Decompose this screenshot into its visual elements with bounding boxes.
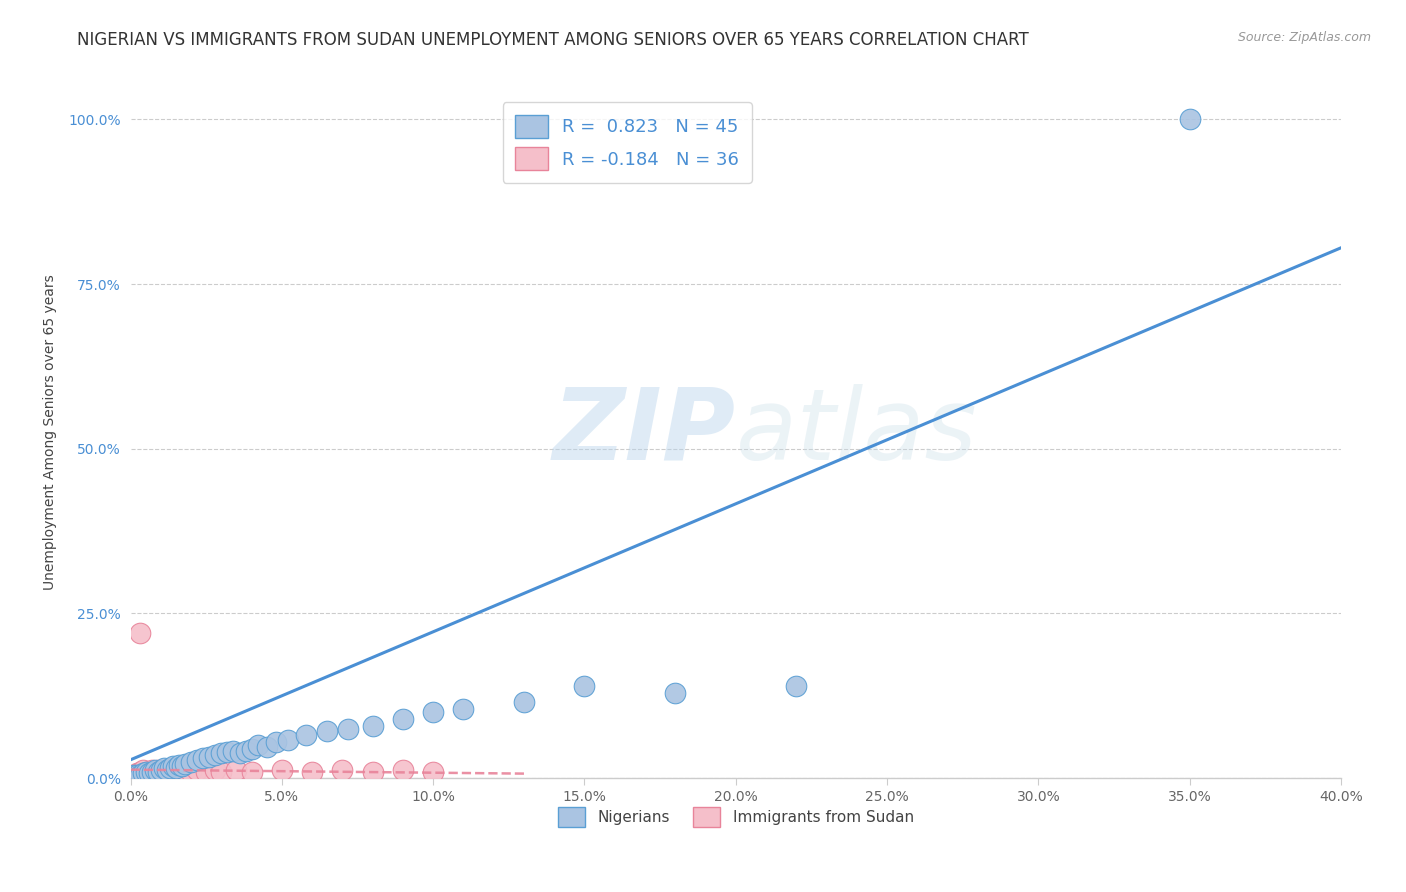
Text: ZIP: ZIP <box>553 384 735 481</box>
Point <box>170 759 193 773</box>
Point <box>135 766 157 780</box>
Point <box>180 755 202 769</box>
Point <box>167 758 190 772</box>
Point <box>174 764 197 778</box>
Y-axis label: Unemployment Among Seniors over 65 years: Unemployment Among Seniors over 65 years <box>44 275 58 591</box>
Point <box>131 766 153 780</box>
Legend: Nigerians, Immigrants from Sudan: Nigerians, Immigrants from Sudan <box>551 801 920 833</box>
Point <box>165 764 187 778</box>
Point <box>240 764 263 779</box>
Point <box>301 764 323 779</box>
Point <box>122 768 145 782</box>
Point <box>513 695 536 709</box>
Point <box>143 764 166 778</box>
Point <box>162 759 184 773</box>
Point <box>235 743 257 757</box>
Point <box>131 766 153 780</box>
Point <box>198 750 221 764</box>
Point <box>138 764 160 779</box>
Point <box>135 764 157 779</box>
Point <box>316 723 339 738</box>
Point <box>1178 112 1201 127</box>
Point <box>186 753 208 767</box>
Text: atlas: atlas <box>735 384 977 481</box>
Point <box>153 764 176 778</box>
Point <box>128 768 150 782</box>
Point <box>125 768 148 782</box>
Point <box>141 766 163 780</box>
Point <box>422 764 444 779</box>
Point <box>222 743 245 757</box>
Point <box>392 712 415 726</box>
Text: Source: ZipAtlas.com: Source: ZipAtlas.com <box>1237 31 1371 45</box>
Point <box>186 764 208 778</box>
Point <box>128 764 150 779</box>
Point <box>361 764 384 779</box>
Point <box>149 764 172 778</box>
Point <box>332 764 354 778</box>
Point <box>228 746 250 760</box>
Point <box>246 739 269 753</box>
Point <box>277 733 299 747</box>
Point <box>156 764 179 779</box>
Point <box>153 761 176 775</box>
Point <box>125 768 148 782</box>
Point <box>270 764 292 778</box>
Point <box>159 764 181 778</box>
Point <box>135 764 157 779</box>
Point <box>193 751 215 765</box>
Point <box>204 764 226 778</box>
Text: NIGERIAN VS IMMIGRANTS FROM SUDAN UNEMPLOYMENT AMONG SENIORS OVER 65 YEARS CORRE: NIGERIAN VS IMMIGRANTS FROM SUDAN UNEMPL… <box>77 31 1029 49</box>
Point <box>167 764 190 779</box>
Point <box>204 748 226 763</box>
Point <box>131 764 153 778</box>
Point <box>217 745 239 759</box>
Point <box>392 764 415 778</box>
Point <box>149 764 172 779</box>
Point <box>225 764 247 778</box>
Point <box>240 741 263 756</box>
Point <box>337 722 360 736</box>
Point <box>143 764 166 779</box>
Point <box>361 718 384 732</box>
Point <box>138 766 160 780</box>
Point <box>256 739 278 754</box>
Point <box>195 764 218 779</box>
Point <box>122 768 145 782</box>
Point <box>785 679 807 693</box>
Point <box>146 764 169 779</box>
Point <box>180 764 202 779</box>
Point <box>141 764 163 778</box>
Point <box>209 764 232 779</box>
Point <box>295 728 318 742</box>
Point <box>128 767 150 781</box>
Point <box>453 702 475 716</box>
Point <box>141 764 163 779</box>
Point <box>422 706 444 720</box>
Point <box>159 761 181 775</box>
Point <box>209 746 232 760</box>
Point <box>125 766 148 780</box>
Point <box>165 761 187 775</box>
Point <box>664 685 686 699</box>
Point <box>146 764 169 778</box>
Point <box>128 626 150 640</box>
Point <box>574 679 596 693</box>
Point <box>162 764 184 779</box>
Point <box>174 756 197 771</box>
Point <box>264 735 287 749</box>
Point <box>156 763 179 777</box>
